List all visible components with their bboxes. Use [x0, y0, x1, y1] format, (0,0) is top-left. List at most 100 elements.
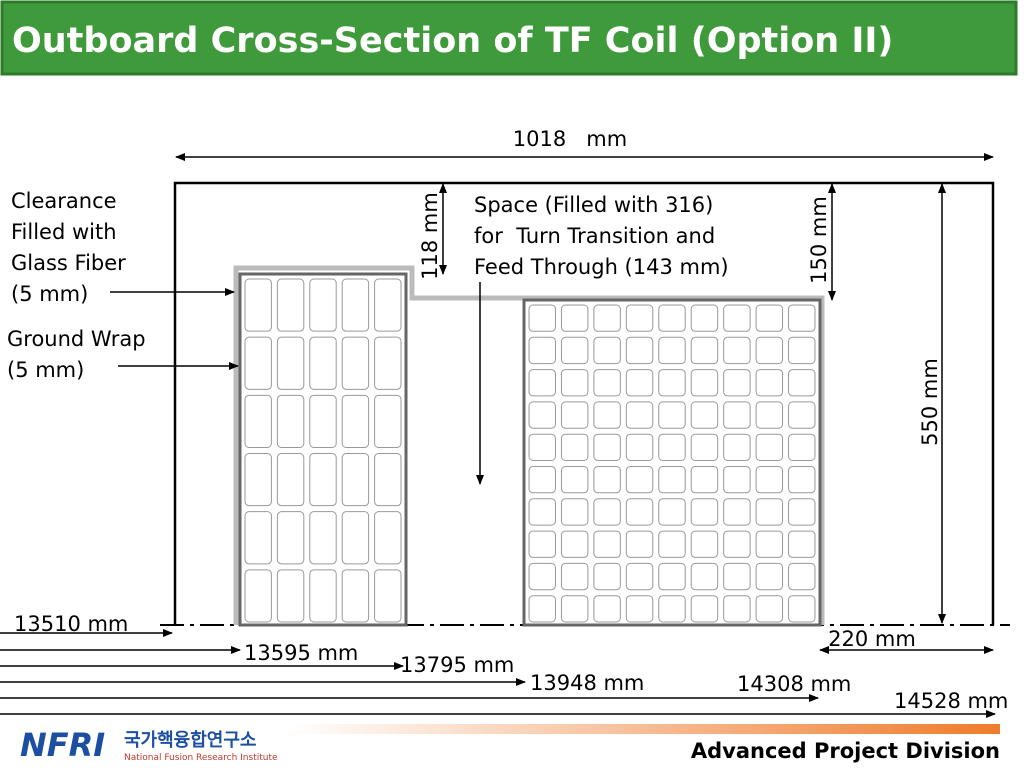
conductor-cell [788, 562, 816, 591]
conductor-cell [528, 498, 556, 526]
conductor-cell [276, 569, 305, 623]
dimension-label: 118 mm [418, 192, 442, 280]
conductor-cell [658, 336, 686, 365]
conductor-cell [625, 498, 654, 526]
conductor-cell [658, 401, 686, 429]
conductor-cell [309, 278, 337, 332]
conductor-cell [244, 569, 272, 623]
conductor-cell [560, 336, 589, 365]
conductor-cell [755, 466, 784, 494]
conductor-cell [593, 530, 621, 558]
conductor-cell [528, 304, 556, 332]
conductor-cell [788, 530, 816, 558]
conductor-cell [528, 530, 556, 558]
conductor-cell [309, 511, 337, 565]
division: Advanced Project Division [691, 739, 1000, 763]
logo: NFRI [20, 726, 105, 764]
conductor-cell [625, 433, 654, 462]
conductor-cell [755, 336, 784, 365]
logo-korean: 국가핵융합연구소 [124, 729, 256, 751]
radius-label: 13948 mm [530, 671, 644, 695]
radius-label: 14528 mm [894, 689, 1008, 713]
conductor-cell [690, 466, 719, 494]
conductor-cell [244, 511, 272, 565]
conductor-cell [658, 304, 686, 332]
conductor-cell [658, 466, 686, 494]
conductor-cell [755, 498, 784, 526]
conductor-cell [341, 511, 370, 565]
conductor-cell [593, 498, 621, 526]
conductor-cell [690, 336, 719, 365]
conductor-cell [309, 453, 337, 507]
conductor-cell [528, 336, 556, 365]
conductor-cell [625, 466, 654, 494]
dimension-label: 1018 mm [513, 127, 627, 151]
conductor-cell [374, 511, 402, 565]
conductor-cell [788, 466, 816, 494]
conductor-cell [658, 595, 686, 623]
conductor-cell [755, 433, 784, 462]
conductor-cell [528, 433, 556, 462]
conductor-cell [625, 304, 654, 332]
conductor-cell [723, 595, 751, 623]
conductor-cell [374, 394, 402, 449]
title: Outboard Cross-Section of TF Coil (Optio… [12, 21, 893, 61]
conductor-cell [560, 595, 589, 623]
conductor-cell [658, 369, 686, 397]
conductor-cell [244, 278, 272, 332]
conductor-cell [593, 433, 621, 462]
conductor-cell [658, 498, 686, 526]
conductor-cell [560, 433, 589, 462]
callout: Ground Wrap (5 mm) [7, 327, 152, 382]
conductor-cell [755, 530, 784, 558]
conductor-cell [528, 562, 556, 591]
conductor-cell [528, 369, 556, 397]
conductor-cell [593, 336, 621, 365]
conductor-cell [625, 562, 654, 591]
conductor-cell [309, 394, 337, 449]
conductor-cell [755, 595, 784, 623]
conductor-cell [593, 401, 621, 429]
conductor-cell [723, 369, 751, 397]
conductor-cell [723, 466, 751, 494]
conductor-cell [276, 511, 305, 565]
radius-label: 13510 mm [14, 612, 128, 636]
conductor-cell [658, 433, 686, 462]
conductor-cell [374, 453, 402, 507]
conductor-cell [593, 562, 621, 591]
conductor-cell [788, 595, 816, 623]
logo-english: National Fusion Research Institute [124, 753, 278, 763]
conductor-cell [341, 394, 370, 449]
conductor-cell [374, 336, 402, 390]
conductor-cell [593, 369, 621, 397]
radius-label: 14308 mm [737, 672, 851, 696]
footer-bar [288, 724, 1000, 734]
conductor-cell [690, 595, 719, 623]
conductor-cell [276, 453, 305, 507]
conductor-cell [755, 401, 784, 429]
conductor-cell [309, 569, 337, 623]
conductor-cell [788, 369, 816, 397]
conductor-cell [244, 394, 272, 449]
conductor-cell [788, 336, 816, 365]
radius-label: 13595 mm [244, 641, 358, 665]
title-bar [0, 0, 1018, 76]
conductor-cell [723, 498, 751, 526]
conductor-cell [593, 595, 621, 623]
conductor-cell [276, 278, 305, 332]
conductor-cell [690, 433, 719, 462]
conductor-cell [560, 562, 589, 591]
conductor-cell [723, 401, 751, 429]
conductor-cell [276, 336, 305, 390]
conductor-cell [276, 394, 305, 449]
conductor-cell [560, 401, 589, 429]
callout: Space (Filled with 316) for Turn Transit… [474, 193, 749, 279]
conductor-cell [723, 562, 751, 591]
conductor-cell [788, 433, 816, 462]
conductor-cell [723, 530, 751, 558]
conductor-cell [755, 369, 784, 397]
callout: Clearance Filled with Glass Fiber (5 mm) [11, 189, 133, 306]
conductor-cell [690, 304, 719, 332]
conductor-cell [625, 369, 654, 397]
